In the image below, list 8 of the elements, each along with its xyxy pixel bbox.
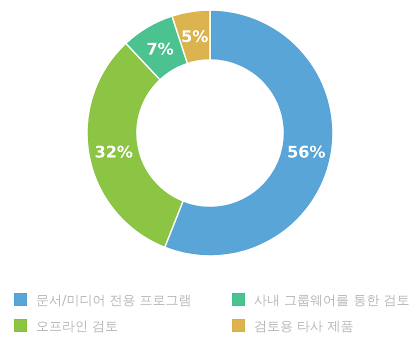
data-label: 7%: [146, 40, 174, 59]
data-label: 5%: [181, 27, 208, 46]
legend-label: 검토용 타사 제품: [254, 320, 354, 334]
legend-label: 오프라인 검토: [36, 320, 118, 334]
legend-label: 문서/미디어 전용 프로그램: [36, 294, 192, 308]
legend-label: 사내 그룹웨어를 통한 검토: [254, 294, 410, 308]
data-label: 56%: [287, 142, 326, 162]
data-label: 32%: [94, 142, 133, 162]
